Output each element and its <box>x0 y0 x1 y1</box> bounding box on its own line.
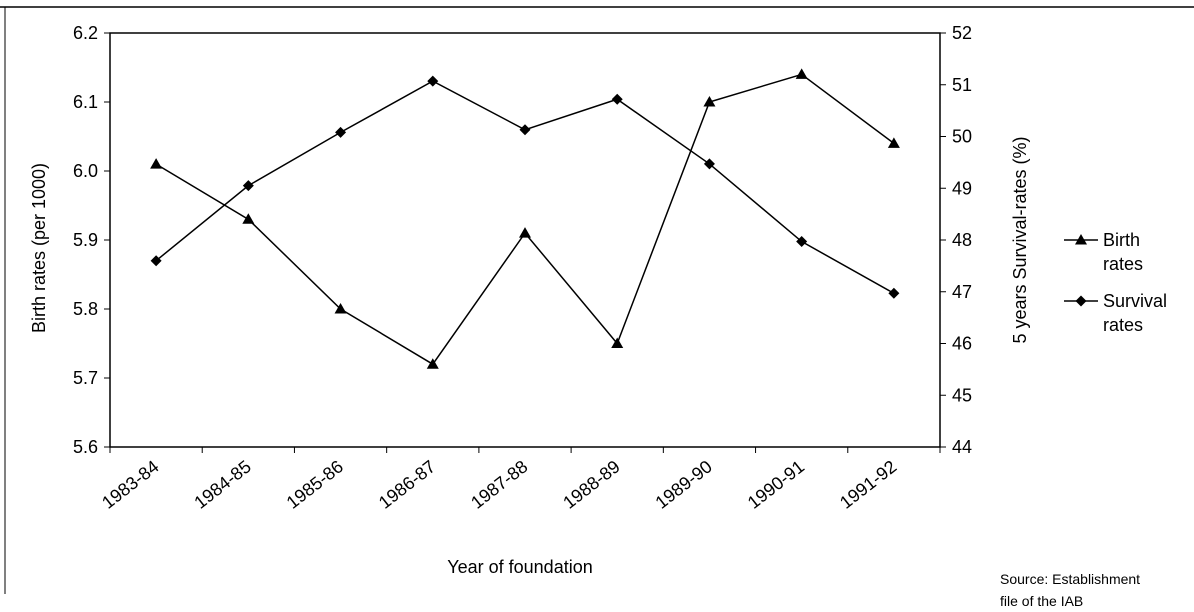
right-tick-label: 49 <box>952 178 972 198</box>
legend-marker <box>1075 234 1087 245</box>
diamond-point <box>519 124 531 136</box>
x-tick-label: 1986-87 <box>375 456 439 512</box>
left-tick-label: 6.2 <box>73 23 98 43</box>
diamond-point <box>242 180 254 192</box>
plot-area <box>109 32 941 448</box>
series-line <box>155 80 895 294</box>
triangle-point <box>334 303 347 314</box>
x-tick-label: 1983-84 <box>98 456 162 512</box>
x-tick-label: 1989-90 <box>652 456 716 512</box>
left-axis-label: Birth rates (per 1000) <box>29 163 49 333</box>
diamond-point <box>335 126 347 138</box>
x-axis: 1983-84 1984-85 1985-86 1986-87 1987-88 1988-… <box>98 447 941 513</box>
series-1 <box>150 68 900 369</box>
left-tick-label: 5.9 <box>73 230 98 250</box>
chart: 5.6 5.7 5.8 5.9 6.0 6.1 6.2 44 45 46 47 48 49 50 51 52… <box>0 6 1194 594</box>
diamond-point <box>427 75 439 87</box>
right-tick-label: 46 <box>952 334 972 354</box>
diamond-point <box>796 236 808 248</box>
triangle-point <box>887 137 900 148</box>
legend-marker <box>1075 295 1087 307</box>
left-tick-label: 5.6 <box>73 437 98 457</box>
triangle-point <box>150 158 163 169</box>
x-tick-label: 1987-88 <box>467 456 531 512</box>
right-tick-label: 45 <box>952 385 972 405</box>
series-line <box>155 73 895 366</box>
right-tick-label: 50 <box>952 127 972 147</box>
x-tick-label: 1988-89 <box>559 456 623 512</box>
legend-label: rates <box>1103 315 1143 335</box>
legend: Birth rates Survival rates <box>1064 230 1167 335</box>
triangle-point <box>703 96 716 107</box>
right-tick-label: 48 <box>952 230 972 250</box>
x-tick-label: 1984-85 <box>190 456 254 512</box>
legend-label: rates <box>1103 254 1143 274</box>
source-line-2: file of the IAB <box>1000 593 1084 609</box>
diamond-point <box>611 93 623 105</box>
right-tick-label: 47 <box>952 282 972 302</box>
triangle-point <box>795 68 808 79</box>
diamond-point <box>150 255 162 267</box>
left-tick-label: 6.0 <box>73 161 98 181</box>
legend-label: Birth <box>1103 230 1140 250</box>
legend-item: Survival rates <box>1064 291 1167 335</box>
right-tick-label: 51 <box>952 75 972 95</box>
triangle-point <box>611 337 624 348</box>
source-line-1: Source: Establishment <box>1000 571 1141 587</box>
left-y-axis: 5.6 5.7 5.8 5.9 6.0 6.1 6.2 <box>73 23 110 457</box>
right-tick-label: 44 <box>952 437 972 457</box>
x-tick-label: 1985-86 <box>283 456 347 512</box>
x-axis-label: Year of foundation <box>447 557 592 577</box>
left-tick-label: 5.8 <box>73 299 98 319</box>
series-layer <box>150 68 900 369</box>
triangle-point <box>519 227 531 238</box>
diamond-point <box>703 158 715 170</box>
source-note: Source: Establishment file of the IAB <box>1000 568 1190 612</box>
left-tick-label: 5.7 <box>73 368 98 388</box>
legend-label: Survival <box>1103 291 1167 311</box>
series-2 <box>150 75 900 299</box>
x-tick-label: 1990-91 <box>744 456 808 512</box>
right-axis-label: 5 years Survival-rates (%) <box>1010 136 1030 343</box>
diamond-point <box>888 287 900 299</box>
triangle-point <box>242 213 255 224</box>
right-y-axis: 44 45 46 47 48 49 50 51 52 <box>940 23 972 457</box>
x-tick-label: 1991-92 <box>836 456 900 512</box>
right-tick-label: 52 <box>952 23 972 43</box>
triangle-point <box>426 358 439 369</box>
left-tick-label: 6.1 <box>73 92 98 112</box>
legend-item: Birth rates <box>1064 230 1143 274</box>
